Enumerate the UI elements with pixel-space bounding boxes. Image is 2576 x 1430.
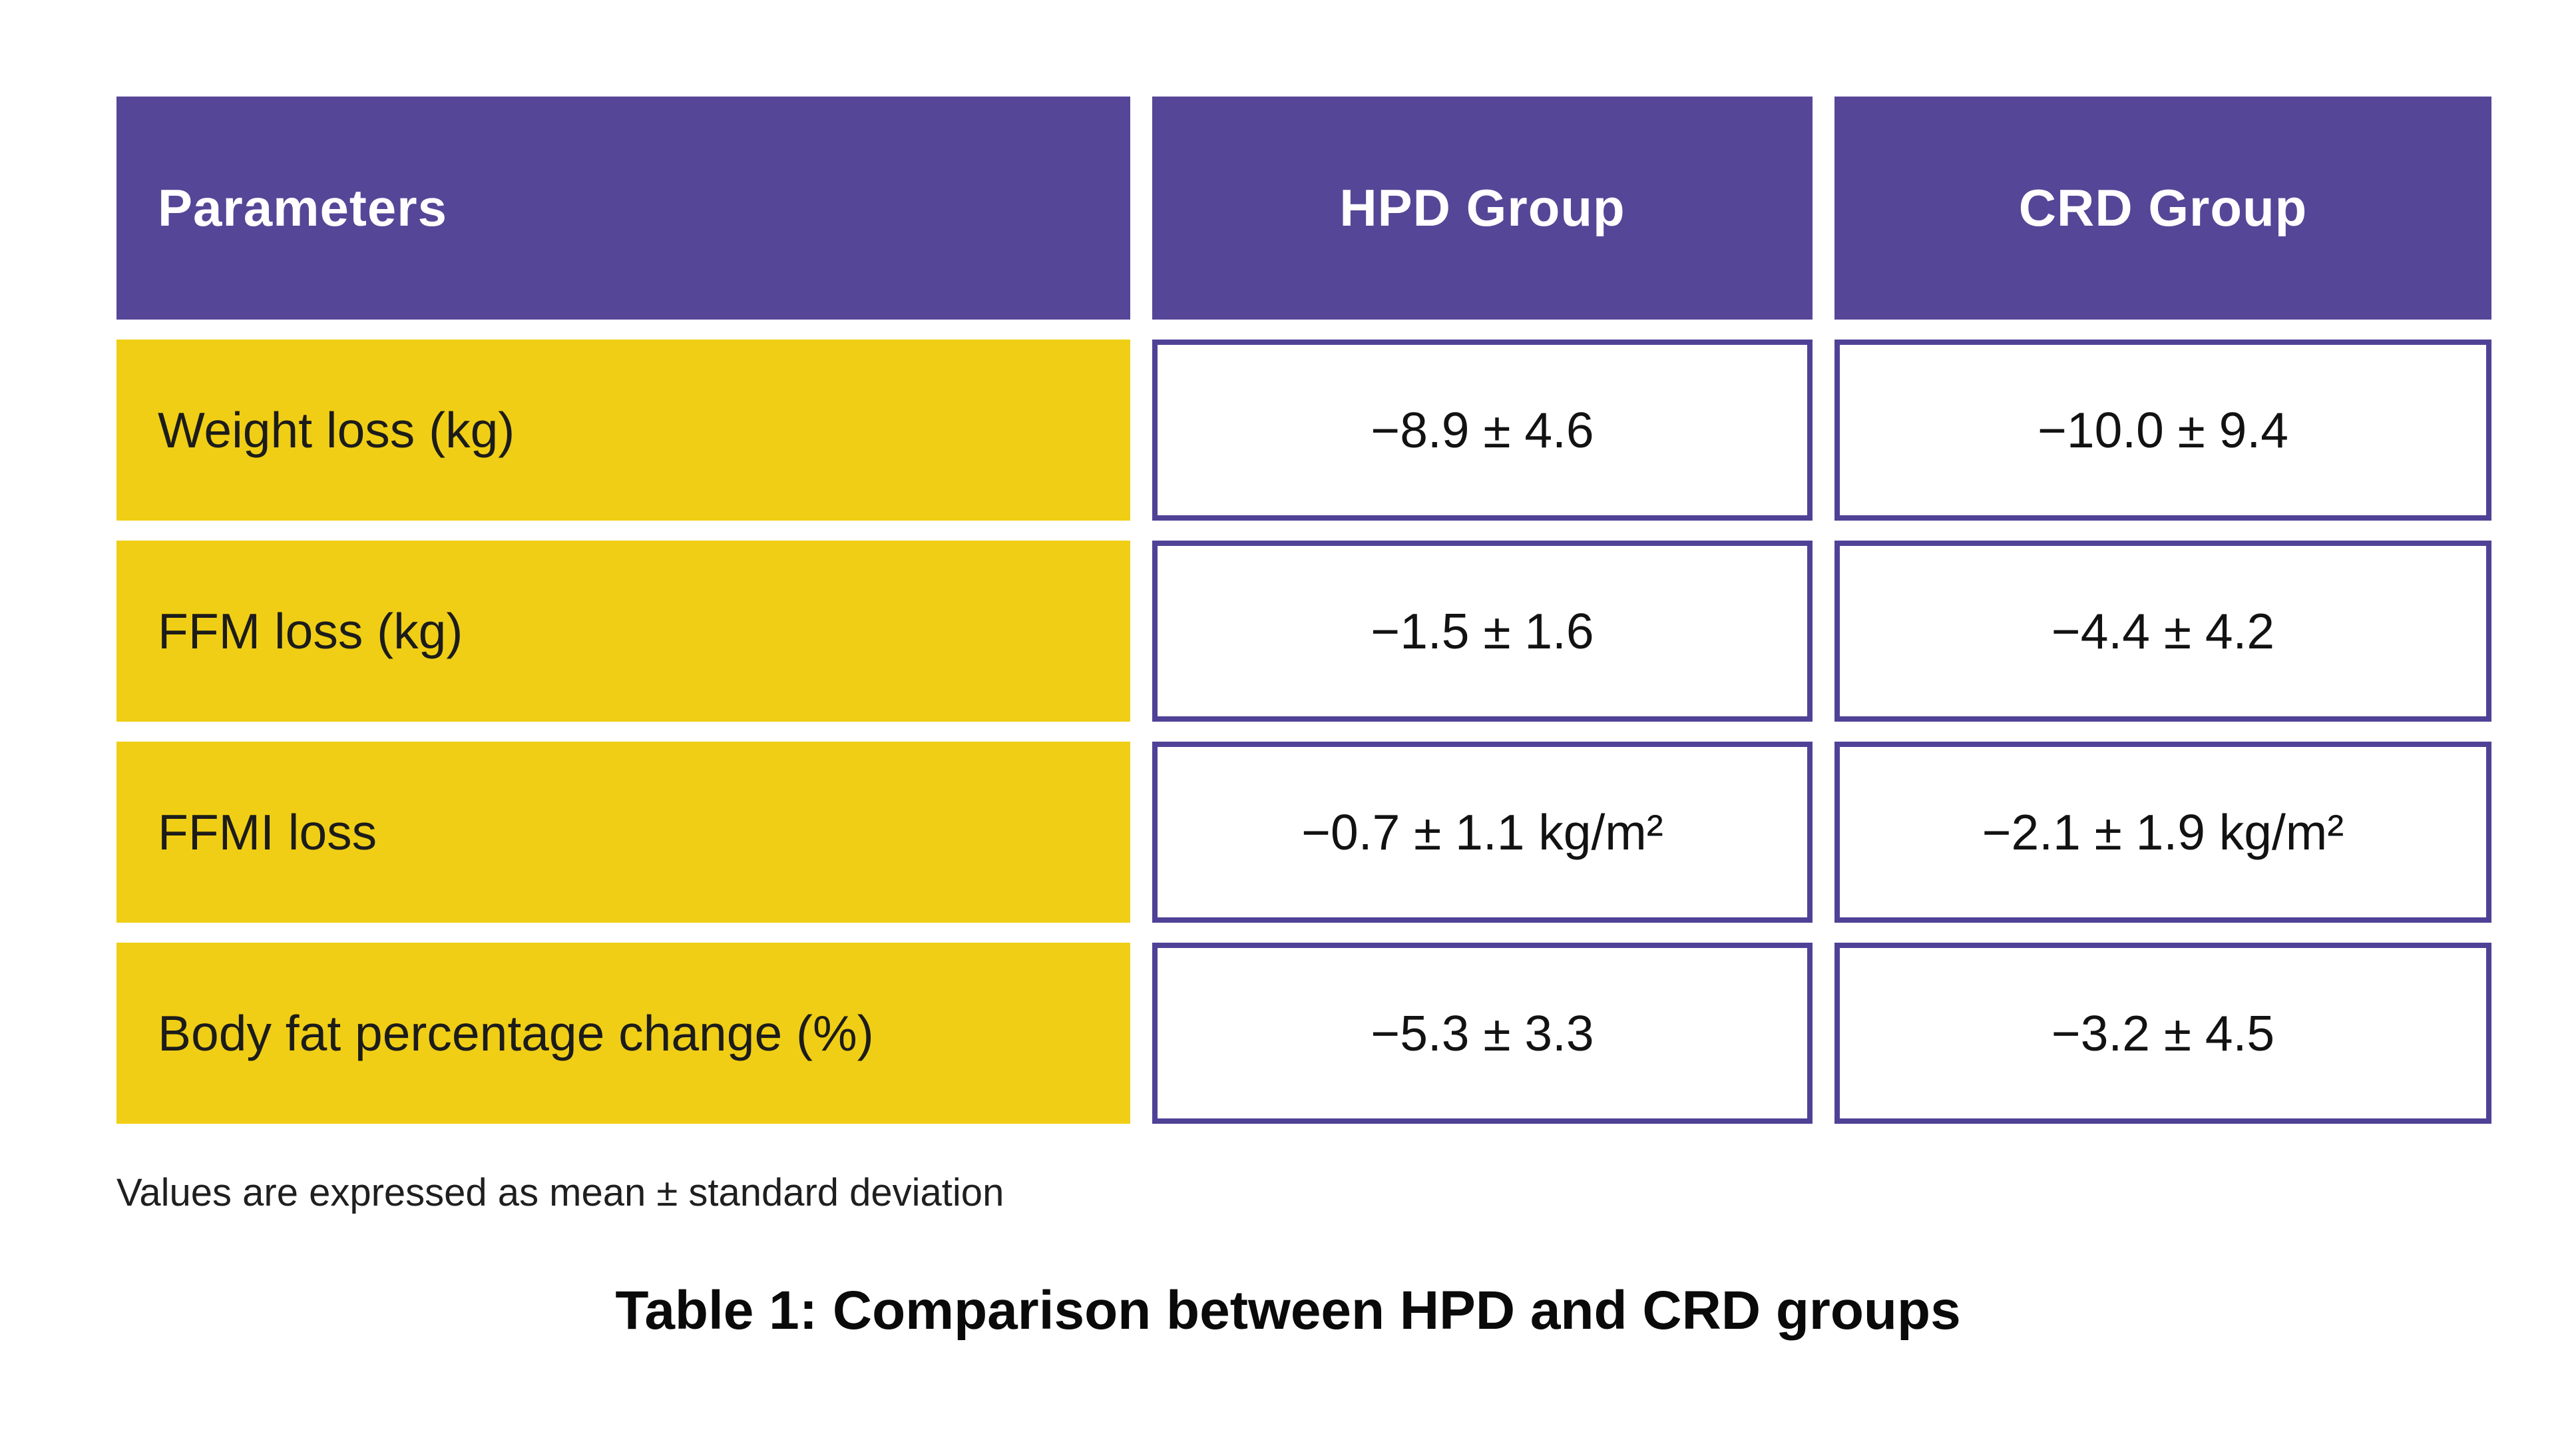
value-weight-loss-hpd: −8.9 ± 4.6 [1152, 340, 1813, 521]
header-cell-parameters: Parameters [116, 97, 1130, 320]
header-cell-crd-group: CRD Group [1834, 97, 2491, 320]
value-ffm-loss-hpd: −1.5 ± 1.6 [1152, 541, 1813, 722]
value-body-fat-change-crd: −3.2 ± 4.5 [1834, 943, 2491, 1124]
header-cell-hpd-group: HPD Group [1152, 97, 1813, 320]
value-weight-loss-crd: −10.0 ± 9.4 [1834, 340, 2491, 521]
value-ffmi-loss-hpd: −0.7 ± 1.1 kg/m² [1152, 742, 1813, 923]
table-footnote: Values are expressed as mean ± standard … [116, 1171, 1004, 1214]
row-label-body-fat-change: Body fat percentage change (%) [116, 943, 1130, 1124]
table-caption: Table 1: Comparison between HPD and CRD … [615, 1280, 1961, 1341]
row-label-ffm-loss: FFM loss (kg) [116, 541, 1130, 722]
comparison-table: Parameters HPD Group CRD Group Weight lo… [116, 97, 2491, 1124]
value-ffm-loss-crd: −4.4 ± 4.2 [1834, 541, 2491, 722]
value-body-fat-change-hpd: −5.3 ± 3.3 [1152, 943, 1813, 1124]
row-label-weight-loss: Weight loss (kg) [116, 340, 1130, 521]
value-ffmi-loss-crd: −2.1 ± 1.9 kg/m² [1834, 742, 2491, 923]
row-label-ffmi-loss: FFMI loss [116, 742, 1130, 923]
